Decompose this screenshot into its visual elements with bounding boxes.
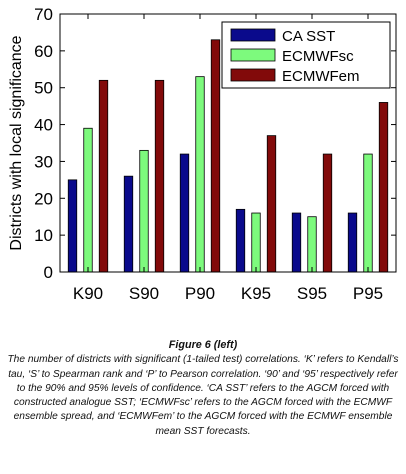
legend-swatch — [230, 48, 276, 62]
bar-chart: 0 10 20 30 40 50 60 70 K90 S90 P90 K95 S95 P95 Distr… — [8, 5, 397, 303]
bar-ecmwfsc-k95 — [251, 212, 261, 273]
y-tick-label: 60 — [34, 42, 53, 61]
bar-ca-sst-p95 — [347, 212, 358, 273]
y-tick-label: 10 — [34, 226, 53, 245]
bar-ca-sst-s90 — [123, 175, 134, 273]
figure-title: Figure 6 (left) — [168, 339, 238, 351]
y-tick-label: 40 — [34, 116, 53, 135]
legend-label: ECMWFem — [282, 68, 360, 85]
bar-ca-sst-p90 — [179, 153, 190, 273]
bar-ca-sst-s95 — [291, 212, 302, 273]
bar-ecmwfsc-s90 — [139, 149, 149, 273]
x-tick-label: K95 — [241, 284, 271, 303]
y-axis: 0 10 20 30 40 50 60 70 — [34, 5, 396, 282]
bar-ecmwfsc-k90 — [83, 127, 93, 273]
y-tick-label: 30 — [34, 152, 53, 171]
x-tick-label: P90 — [185, 284, 215, 303]
bar-ecmwfsc-p95 — [363, 153, 373, 273]
y-tick-label: 50 — [34, 79, 53, 98]
bar-ecmwfsc-p90 — [195, 76, 205, 273]
bar-ecmwfem-k90 — [98, 79, 109, 273]
bar-ca-sst-k95 — [235, 208, 246, 273]
figure-description: The number of districts with significant… — [7, 354, 399, 437]
legend-label: ECMWFsc — [282, 48, 354, 65]
legend-swatch — [230, 28, 276, 42]
y-axis-label: Districts with local significance — [8, 35, 25, 250]
bar-ca-sst-k90 — [67, 179, 78, 273]
bar-ecmwfem-p95 — [378, 102, 389, 273]
figure-caption: Figure 6 (left) The number of districts … — [4, 338, 402, 439]
bar-ecmwfem-p90 — [210, 39, 221, 273]
x-tick-label: K90 — [73, 284, 103, 303]
bar-ecmwfem-s95 — [322, 153, 333, 273]
x-tick-label: S90 — [129, 284, 159, 303]
x-tick-label: P95 — [353, 284, 383, 303]
bar-ecmwfem-s90 — [154, 79, 165, 273]
bar-ecmwfem-k95 — [266, 135, 277, 273]
legend: CA SST ECMWFsc ECMWFem — [221, 21, 391, 89]
y-tick-label: 0 — [44, 263, 53, 282]
x-tick-label: S95 — [297, 284, 327, 303]
plot-frame — [59, 13, 397, 273]
bar-ecmwfsc-s95 — [307, 216, 317, 273]
legend-swatch — [230, 68, 276, 82]
y-tick-label: 20 — [34, 189, 53, 208]
x-axis: K90 S90 P90 K95 S95 P95 — [73, 14, 383, 303]
y-tick-label: 70 — [34, 5, 53, 24]
legend-label: CA SST — [282, 28, 335, 45]
